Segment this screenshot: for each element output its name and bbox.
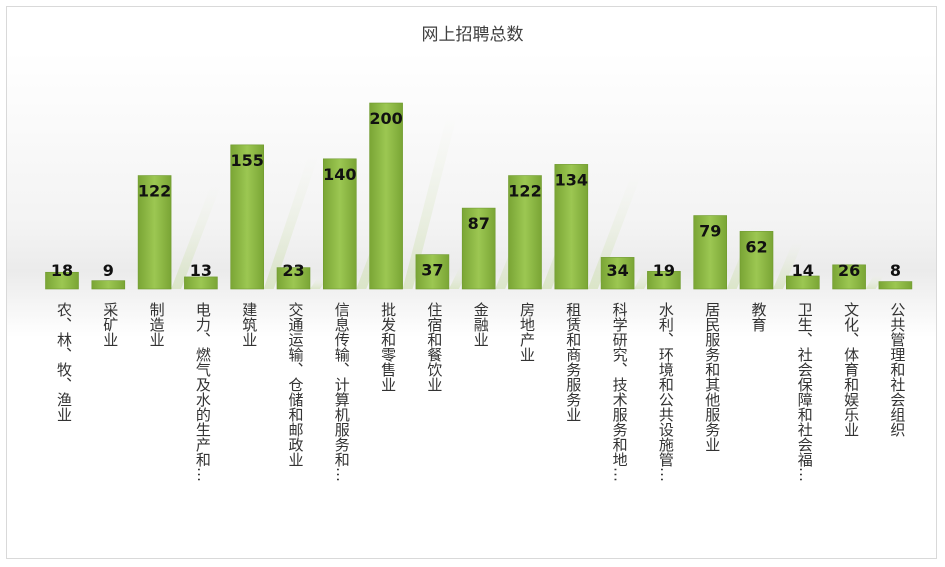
bar [415,254,450,290]
category-label: 科学研究、技术服务和地… [610,302,628,482]
bar-value-label: 134 [555,170,588,189]
bar-shadow [171,185,221,289]
bar [322,158,357,290]
bar-value-label: 155 [230,151,263,170]
bar-value-label: 9 [103,261,114,280]
bar-value-label: 140 [323,165,356,184]
bar-value-label: 122 [508,182,541,201]
bar-value-label: 37 [421,261,443,280]
category-label: 卫生、社会保障和社会福… [795,302,813,482]
bar [785,275,820,290]
chart-title: 网上招聘总数 [421,25,524,45]
bar-value-label: 23 [282,261,304,280]
category-label: 电力、燃气及水的生产和… [193,302,211,482]
category-label: 住宿和餐饮业 [425,302,443,392]
bar [693,215,728,290]
category-label: 水利、环境和公共设施管… [656,302,674,482]
bar [508,175,542,290]
category-label: 农、林、牧、渔业 [55,302,72,422]
bar-value-label: 14 [792,261,814,280]
bar [461,207,496,290]
bar-value-label: 87 [468,214,490,233]
category-label: 信息传输、计算机服务和… [332,302,350,482]
bar-shadow [263,154,319,289]
category-label: 建筑业 [240,302,258,347]
bar-value-label: 122 [138,182,171,201]
bar [878,281,913,290]
category-label: 采矿业 [101,302,119,347]
bar [369,102,403,290]
category-label: 交通运输、仓储和邮政业 [286,302,304,467]
bar [45,271,79,290]
bar-shadow [773,241,804,289]
bar-value-label: 8 [890,261,901,280]
category-label: 公共管理和社会组织 [888,302,906,437]
bar [832,264,866,290]
bar [739,231,774,290]
bar-value-label: 19 [653,261,675,280]
bar-value-label: 62 [745,237,767,256]
category-label: 居民服务和其他服务业 [703,302,721,452]
bar [230,144,264,290]
category-label: 批发和零售业 [379,302,397,392]
category-label: 金融业 [471,302,489,347]
bar-value-label: 13 [190,261,212,280]
bar-value-label: 200 [369,109,402,128]
bar [137,175,172,290]
bar [184,276,218,290]
bar-shadow [402,113,458,289]
bar-value-label: 18 [51,261,73,280]
bar-value-label: 26 [838,261,860,280]
category-label: 文化、体育和娱乐业 [842,302,860,437]
bar [600,257,635,290]
bar [647,271,681,290]
bar [91,280,126,290]
category-label: 租赁和商务服务业 [564,302,582,422]
bar [554,164,589,290]
bar-value-label: 79 [699,222,721,241]
category-label: 制造业 [147,302,165,347]
bar-value-label: 34 [606,261,628,280]
bar-shadow [865,274,885,289]
category-label: 房地产业 [518,302,535,362]
category-label: 教育 [749,302,767,332]
bar [276,267,311,290]
